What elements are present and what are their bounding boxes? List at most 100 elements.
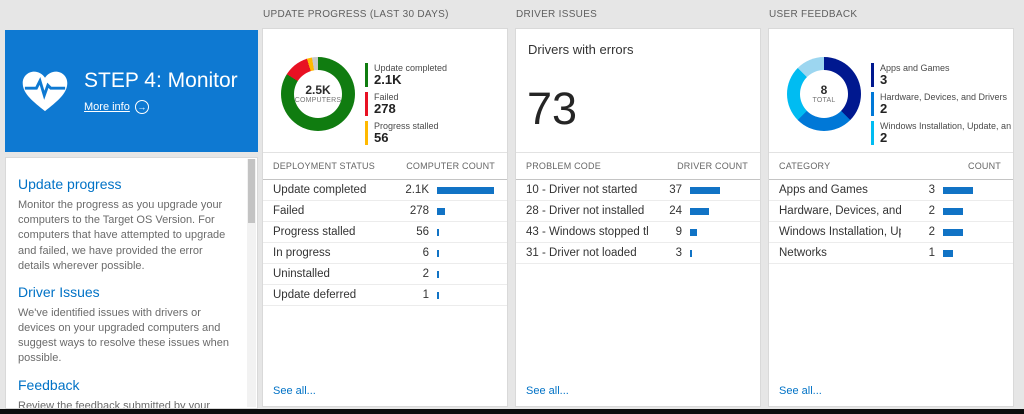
arrow-right-icon: → bbox=[134, 99, 149, 114]
row-label: 31 - Driver not loaded bbox=[526, 247, 637, 259]
row-count: 3 bbox=[675, 247, 682, 259]
scrollbar-thumb[interactable] bbox=[248, 159, 255, 223]
legend-value: 2 bbox=[880, 100, 888, 116]
legend-color-bar bbox=[871, 120, 874, 145]
legend-item: Update completed 2.1K bbox=[365, 63, 505, 88]
count-bar bbox=[690, 186, 720, 194]
legend-item: Windows Installation, Update, and... 2 bbox=[871, 120, 1011, 146]
legend-item: Failed 278 bbox=[365, 91, 505, 117]
see-all-link[interactable]: See all... bbox=[273, 385, 316, 397]
row-label: Update completed bbox=[273, 184, 367, 196]
section-header-update-progress: UPDATE PROGRESS (LAST 30 DAYS) bbox=[263, 9, 449, 20]
table-row[interactable]: Networks 1 bbox=[769, 243, 1013, 264]
table-row[interactable]: Failed 278 bbox=[263, 201, 507, 222]
intro-heading-driver-issues: Driver Issues bbox=[18, 283, 100, 300]
legend-value: 2.1K bbox=[374, 72, 402, 87]
row-label: Networks bbox=[779, 247, 827, 259]
update-progress-card: 2.5K COMPUTERS Update completed 2.1K Fai… bbox=[262, 28, 508, 407]
column-header-computer-count: COMPUTER COUNT bbox=[406, 161, 495, 171]
table-row[interactable]: Windows Installation, Update,... 2 bbox=[769, 222, 1013, 243]
table-row[interactable]: Uninstalled 2 bbox=[263, 264, 507, 285]
bar-zone bbox=[437, 291, 495, 299]
table-row[interactable]: 10 - Driver not started 37 bbox=[516, 180, 760, 201]
column-header-problem-code: PROBLEM CODE bbox=[526, 161, 601, 171]
row-label: Apps and Games bbox=[779, 184, 868, 196]
user-feedback-legend: Apps and Games 3 Hardware, Devices, and … bbox=[871, 63, 1011, 150]
row-count: 56 bbox=[416, 226, 429, 238]
row-count: 2 bbox=[422, 268, 429, 280]
table-row[interactable]: Progress stalled 56 bbox=[263, 222, 507, 243]
row-count: 9 bbox=[675, 226, 682, 238]
row-label: Failed bbox=[273, 205, 305, 217]
row-count: 2 bbox=[928, 226, 935, 238]
user-feedback-chart-area: 8 TOTAL Apps and Games 3 Hardware, Devic… bbox=[769, 29, 1013, 153]
bar-zone bbox=[437, 249, 495, 257]
step4-monitor-tile[interactable]: STEP 4: Monitor More info → bbox=[5, 30, 258, 152]
heartbeat-icon bbox=[22, 71, 68, 112]
legend-text: Apps and Games 3 bbox=[880, 63, 950, 88]
row-label: Update deferred bbox=[273, 289, 357, 301]
row-label: Windows Installation, Update,... bbox=[779, 226, 901, 238]
row-label: 43 - Windows stopped the devi... bbox=[526, 226, 648, 238]
drivers-with-errors-label: Drivers with errors bbox=[528, 42, 634, 57]
count-bar bbox=[690, 228, 697, 236]
legend-label: Progress stalled bbox=[374, 120, 439, 131]
row-label: 28 - Driver not installed bbox=[526, 205, 645, 217]
table-row[interactable]: 31 - Driver not loaded 3 bbox=[516, 243, 760, 264]
row-label: Uninstalled bbox=[273, 268, 330, 280]
row-label: 10 - Driver not started bbox=[526, 184, 638, 196]
bar-zone bbox=[437, 207, 495, 215]
legend-value: 56 bbox=[374, 129, 389, 145]
see-all-link[interactable]: See all... bbox=[526, 385, 569, 397]
legend-label: Hardware, Devices, and Drivers bbox=[880, 91, 1008, 102]
table-row[interactable]: Update deferred 1 bbox=[263, 285, 507, 306]
row-count: 2.1K bbox=[405, 184, 429, 196]
legend-text: Windows Installation, Update, and... 2 bbox=[880, 121, 1011, 146]
table-row[interactable]: Hardware, Devices, and Drivers 2 bbox=[769, 201, 1013, 222]
legend-color-bar bbox=[871, 91, 874, 116]
count-bar bbox=[437, 270, 439, 278]
legend-text: Progress stalled 56 bbox=[374, 121, 439, 146]
update-progress-donut-chart[interactable]: 2.5K COMPUTERS bbox=[281, 57, 355, 131]
legend-label: Apps and Games bbox=[880, 63, 950, 73]
column-header-deployment-status: DEPLOYMENT STATUS bbox=[273, 161, 375, 171]
bar-zone bbox=[437, 186, 495, 194]
legend-color-bar bbox=[365, 63, 368, 87]
user-feedback-donut-chart[interactable]: 8 TOTAL bbox=[787, 57, 861, 131]
row-count: 3 bbox=[928, 184, 935, 196]
user-feedback-card: 8 TOTAL Apps and Games 3 Hardware, Devic… bbox=[768, 28, 1014, 407]
legend-color-bar bbox=[365, 91, 368, 116]
bar-zone bbox=[690, 249, 748, 257]
intro-body-update-progress: Monitor the progress as you upgrade your… bbox=[18, 199, 226, 272]
row-count: 278 bbox=[409, 205, 429, 217]
legend-value: 2 bbox=[880, 129, 888, 145]
row-count: 37 bbox=[669, 184, 682, 196]
drivers-with-errors-count: 73 bbox=[527, 83, 578, 134]
row-count: 24 bbox=[669, 205, 682, 217]
count-bar bbox=[437, 207, 445, 215]
section-header-driver-issues: DRIVER ISSUES bbox=[516, 9, 598, 20]
intro-body-feedback: Review the feedback submitted by your em… bbox=[18, 399, 210, 409]
table-row[interactable]: 43 - Windows stopped the devi... 9 bbox=[516, 222, 760, 243]
row-label: In progress bbox=[273, 247, 331, 259]
see-all-link[interactable]: See all... bbox=[779, 385, 822, 397]
more-info-row: More info → bbox=[84, 99, 238, 114]
bar-zone bbox=[943, 186, 1001, 194]
legend-item: Hardware, Devices, and Drivers 2 bbox=[871, 91, 1011, 117]
table-row[interactable]: Update completed 2.1K bbox=[263, 180, 507, 201]
donut-center-value: 8 bbox=[820, 82, 828, 97]
section-header-user-feedback: USER FEEDBACK bbox=[769, 9, 858, 20]
table-row[interactable]: 28 - Driver not installed 24 bbox=[516, 201, 760, 222]
more-info-link[interactable]: More info bbox=[84, 100, 130, 113]
update-progress-chart-area: 2.5K COMPUTERS Update completed 2.1K Fai… bbox=[263, 29, 507, 153]
table-row[interactable]: In progress 6 bbox=[263, 243, 507, 264]
count-bar bbox=[943, 186, 973, 194]
table-row[interactable]: Apps and Games 3 bbox=[769, 180, 1013, 201]
bar-zone bbox=[943, 228, 1001, 236]
bar-zone bbox=[437, 270, 495, 278]
scrollbar[interactable] bbox=[247, 159, 256, 407]
bottom-edge-bar bbox=[0, 409, 1024, 414]
bar-zone bbox=[943, 207, 1001, 215]
legend-label: Windows Installation, Update, and... bbox=[880, 120, 1011, 131]
